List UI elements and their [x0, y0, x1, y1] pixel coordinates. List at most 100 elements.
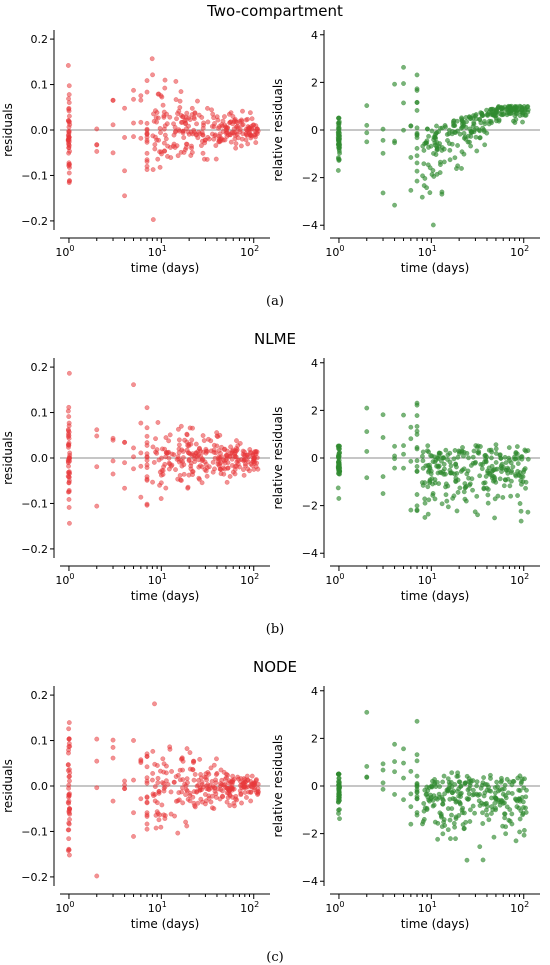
data-point: [452, 782, 458, 787]
data-point: [252, 128, 258, 134]
data-point: [66, 178, 72, 184]
data-point: [166, 449, 172, 455]
data-point: [66, 750, 71, 756]
data-point: [492, 515, 498, 521]
data-point: [463, 498, 469, 504]
data-point: [66, 489, 72, 495]
data-point: [155, 780, 161, 786]
data-point: [453, 475, 459, 481]
scatter-points: [335, 400, 531, 524]
data-point: [94, 873, 100, 879]
data-point: [150, 444, 156, 450]
data-point: [401, 412, 406, 418]
data-point: [443, 492, 449, 498]
data-point: [185, 129, 191, 135]
data-point: [467, 819, 473, 824]
data-point: [421, 161, 427, 167]
data-point: [144, 821, 150, 827]
data-point: [229, 462, 235, 468]
data-point: [445, 827, 451, 833]
data-point: [392, 138, 398, 144]
scatter-points: [65, 56, 261, 223]
data-point: [227, 803, 233, 808]
data-point: [144, 775, 150, 781]
data-point: [191, 789, 197, 794]
data-point: [176, 442, 182, 448]
data-point: [175, 830, 181, 836]
data-point: [438, 125, 443, 131]
data-point: [233, 141, 239, 147]
data-point: [192, 771, 198, 777]
data-point: [465, 139, 471, 145]
data-point: [229, 456, 235, 462]
data-point: [380, 435, 386, 440]
data-point: [447, 147, 453, 153]
data-point: [66, 767, 72, 772]
data-point: [169, 769, 175, 774]
data-point: [518, 518, 524, 524]
data-point: [178, 477, 183, 483]
data-point: [420, 458, 426, 464]
data-point: [230, 113, 236, 119]
data-point: [131, 834, 136, 839]
data-point: [459, 165, 464, 171]
data-point: [192, 456, 197, 462]
y-tick-label: 0.1: [31, 79, 49, 92]
x-tick-label: 100: [325, 572, 344, 587]
data-point: [455, 489, 461, 495]
data-point: [485, 486, 491, 492]
data-point: [433, 784, 439, 790]
data-point: [392, 81, 398, 87]
data-point: [437, 141, 443, 147]
data-point: [66, 83, 72, 89]
data-point: [150, 479, 156, 485]
x-tick-label: 102: [240, 244, 259, 259]
data-point: [206, 771, 212, 777]
data-point: [149, 777, 155, 783]
data-point: [204, 473, 210, 479]
data-point: [185, 484, 191, 490]
data-point: [473, 443, 479, 448]
data-point: [470, 803, 476, 809]
data-point: [211, 762, 217, 768]
scatter-points: [335, 709, 529, 863]
data-point: [427, 477, 433, 483]
data-point: [453, 836, 458, 842]
data-point: [247, 110, 253, 116]
data-point: [158, 130, 163, 136]
data-point: [158, 768, 163, 774]
data-point: [520, 812, 525, 818]
y-axis-label: relative residuals: [271, 79, 285, 182]
data-point: [176, 446, 182, 452]
data-point: [152, 784, 158, 789]
data-point: [336, 121, 342, 127]
data-point: [516, 787, 522, 793]
data-point: [430, 797, 436, 803]
data-point: [454, 508, 460, 514]
data-point: [230, 121, 236, 127]
data-point: [414, 125, 420, 131]
data-point: [66, 170, 72, 176]
data-point: [503, 107, 509, 113]
data-point: [159, 802, 165, 808]
data-point: [180, 777, 186, 783]
data-point: [66, 520, 72, 526]
data-point: [484, 812, 490, 818]
data-point: [408, 123, 414, 129]
data-point: [184, 431, 190, 437]
data-point: [514, 444, 520, 449]
y-axis-label: residuals: [1, 103, 15, 157]
data-point: [235, 443, 241, 448]
data-point: [223, 784, 228, 790]
data-point: [186, 457, 192, 462]
data-point: [493, 807, 499, 813]
data-point: [466, 776, 472, 782]
data-point: [460, 467, 465, 473]
data-point: [447, 467, 453, 473]
data-point: [66, 741, 72, 747]
data-point: [430, 491, 436, 496]
data-point: [154, 110, 160, 115]
data-point: [435, 836, 441, 842]
data-point: [200, 799, 205, 805]
data-point: [195, 98, 200, 104]
